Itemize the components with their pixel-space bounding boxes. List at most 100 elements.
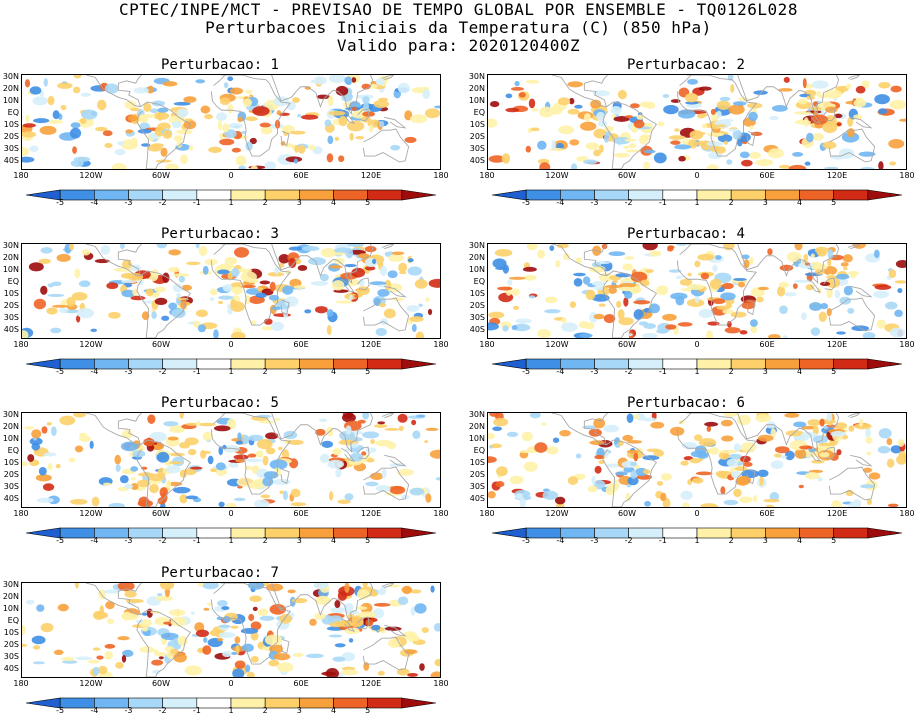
colorbar-segment	[25, 189, 61, 201]
colorbar-tick-label: 3	[762, 536, 768, 545]
latitude-label: 10S	[3, 458, 19, 467]
colorbar-tick-label: -5	[56, 706, 65, 715]
colorbar-tick-label: 2	[262, 198, 268, 207]
colorbar-segment	[196, 527, 232, 539]
panel-title: Perturbacao: 6	[626, 395, 745, 411]
coastlines	[551, 413, 876, 507]
coastlines	[85, 244, 410, 338]
latitude-label: 20S	[3, 470, 19, 479]
longitude-label: 120E	[826, 171, 848, 180]
latitude-label: 30S	[469, 144, 485, 153]
colorbar-tick-label: -3	[124, 198, 133, 207]
longitude-label: 120W	[79, 171, 103, 180]
colorbar-segment	[525, 189, 561, 201]
colorbar-segment	[230, 358, 266, 370]
colorbar-tick-label: 4	[330, 198, 337, 207]
latitude-label: 20S	[469, 132, 485, 141]
panel-title: Perturbacao: 2	[626, 57, 745, 73]
colorbar-segment	[299, 697, 334, 709]
latitude-label: 30N	[2, 580, 19, 589]
longitude-label: 120W	[545, 509, 569, 518]
colorbar	[491, 355, 903, 370]
colorbar-tick-label: 3	[762, 198, 768, 207]
longitude-label: 0	[694, 340, 700, 349]
latitude-label: 10N	[2, 434, 19, 443]
colorbar-tick-label: 1	[694, 198, 700, 207]
perturbation-panel: Perturbacao: 2 30N 20N 10N EQ 10S 20S 30S 40S 180…	[466, 57, 915, 218]
latitude-label: 20N	[468, 84, 485, 93]
colorbar-tick-label: -4	[556, 367, 565, 376]
colorbar-tick-label: 4	[330, 367, 337, 376]
longitude-label: 60W	[151, 171, 171, 180]
colorbar-tick-label: 4	[330, 706, 337, 715]
colorbar-tick-label: 3	[296, 536, 302, 545]
colorbar-tick-label: 5	[365, 367, 371, 376]
colorbar-segment	[299, 527, 334, 539]
latitude-label: 40S	[3, 664, 19, 673]
colorbar	[25, 355, 437, 370]
colorbar-tick-label: 3	[296, 198, 302, 207]
longitude-label: 0	[228, 679, 234, 688]
colorbar	[491, 524, 903, 539]
latitude-label: 10N	[2, 604, 19, 613]
colorbar-segment	[662, 358, 698, 370]
longitude-label: 120W	[79, 340, 103, 349]
colorbar-segment	[525, 527, 561, 539]
colorbar-tick-label: 1	[228, 198, 234, 207]
latitude-label: 40S	[3, 325, 19, 334]
colorbar-segment	[162, 527, 198, 539]
colorbar-tick-label: 4	[330, 536, 337, 545]
colorbar-segment	[867, 358, 903, 370]
latitude-label: EQ	[7, 108, 19, 117]
latitude-label: 40S	[469, 156, 485, 165]
perturbation-panel: Perturbacao: 4 30N 20N 10N EQ 10S 20S 30S 40S 180…	[466, 227, 915, 387]
colorbar-segment	[196, 358, 232, 370]
colorbar	[25, 694, 437, 709]
longitude-label: 180	[13, 509, 29, 518]
colorbar-tick-label: -4	[556, 198, 565, 207]
latitude-label: 40S	[469, 325, 485, 334]
longitude-label: 0	[228, 509, 234, 518]
colorbar-segment	[560, 527, 595, 539]
colorbar-tick-label: -5	[56, 198, 65, 207]
latitude-label: 40S	[3, 156, 19, 165]
colorbar-segment	[25, 358, 61, 370]
latitude-label: 20N	[2, 422, 19, 431]
colorbar-tick-label: -5	[56, 367, 65, 376]
latitude-label: 30N	[2, 410, 19, 419]
latitude-label: 10S	[469, 289, 485, 298]
colorbar-tick-label: -5	[522, 536, 531, 545]
panel-title: Perturbacao: 3	[160, 226, 279, 242]
colorbar-segment	[594, 189, 629, 201]
longitude-label: 120W	[545, 171, 569, 180]
colorbar-tick-label: 2	[728, 536, 734, 545]
colorbar-segment	[799, 358, 834, 370]
colorbar-tick-label: -1	[192, 536, 201, 545]
colorbar-segment	[230, 527, 266, 539]
latitude-label: 30S	[3, 313, 19, 322]
colorbar-tick-label: -2	[158, 536, 167, 545]
longitude-label: 60E	[293, 509, 309, 518]
latitude-label: 10N	[2, 265, 19, 274]
colorbar-segment	[230, 697, 266, 709]
colorbar-tick-label: -1	[192, 198, 201, 207]
colorbar-segment	[333, 189, 368, 201]
longitude-label: 180	[13, 340, 29, 349]
longitude-label: 180	[479, 340, 495, 349]
perturbation-panel: Perturbacao: 1 30N 20N 10N EQ 10S 20S 30S 40S 180…	[0, 58, 449, 218]
longitude-label: 120W	[79, 509, 103, 518]
colorbar-tick-label: 5	[831, 198, 837, 207]
colorbar-segment	[128, 358, 163, 370]
longitude-label: 60E	[293, 679, 309, 688]
latitude-label: 10S	[469, 120, 485, 129]
colorbar-tick-label: -2	[624, 198, 633, 207]
colorbar-segment	[628, 358, 664, 370]
colorbar-tick-label: -2	[624, 367, 633, 376]
colorbar	[25, 524, 437, 539]
colorbar-segment	[128, 697, 163, 709]
colorbar-segment	[730, 358, 766, 370]
colorbar-segment	[333, 358, 368, 370]
colorbar-segment	[491, 527, 527, 539]
colorbar-segment	[367, 189, 403, 201]
colorbar-tick-label: -1	[192, 367, 201, 376]
